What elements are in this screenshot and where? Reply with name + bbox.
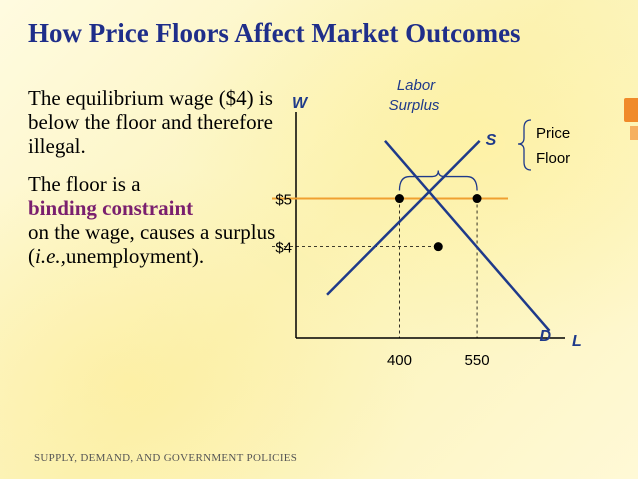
supply-label: S — [486, 132, 497, 149]
y-tick-label-4: $4 — [275, 240, 292, 257]
binding-text-ie: i.e., — [35, 244, 66, 268]
binding-constraint-emphasis: binding constraint — [28, 196, 194, 220]
binding-text-a: The floor is a — [28, 172, 141, 196]
x-tick-label-400: 400 — [387, 352, 412, 369]
binding-text-b: on the wage, causes a surplus — [28, 220, 276, 244]
decorative-tab — [624, 98, 638, 122]
footer-text: SUPPLY, DEMAND, AND GOVERNMENT POLICIES — [34, 452, 298, 464]
surplus-label-line2: Surplus — [389, 97, 440, 114]
demand-label: D — [539, 328, 551, 345]
price-floor-label-line1: Price — [536, 125, 570, 142]
floor-supply-point — [472, 194, 482, 204]
paragraph-binding: The floor is a binding constraint on the… — [28, 172, 278, 268]
price-floor-brace — [517, 119, 532, 171]
demand-curve — [384, 140, 551, 332]
price-floor-label-line2: Floor — [536, 150, 570, 167]
binding-text-rest: unemployment). — [65, 244, 205, 268]
x-axis-label: L — [572, 333, 582, 350]
y-axis-label: W — [292, 95, 309, 112]
decorative-tab-small — [630, 126, 638, 140]
surplus-brace — [398, 170, 478, 191]
surplus-label-line1: Labor — [397, 77, 436, 94]
slide-title: How Price Floors Affect Market Outcomes — [28, 18, 521, 48]
floor-demand-point — [394, 194, 404, 204]
supply-curve — [326, 139, 481, 296]
y-tick-label-5: $5 — [275, 192, 292, 209]
binding-text-open: ( — [28, 244, 35, 268]
x-tick-label-550: 550 — [465, 352, 490, 369]
body-text: The equilibrium wage ($4) is below the f… — [28, 86, 278, 282]
paragraph-equilibrium: The equilibrium wage ($4) is below the f… — [28, 86, 273, 158]
equilibrium-point — [433, 242, 443, 252]
